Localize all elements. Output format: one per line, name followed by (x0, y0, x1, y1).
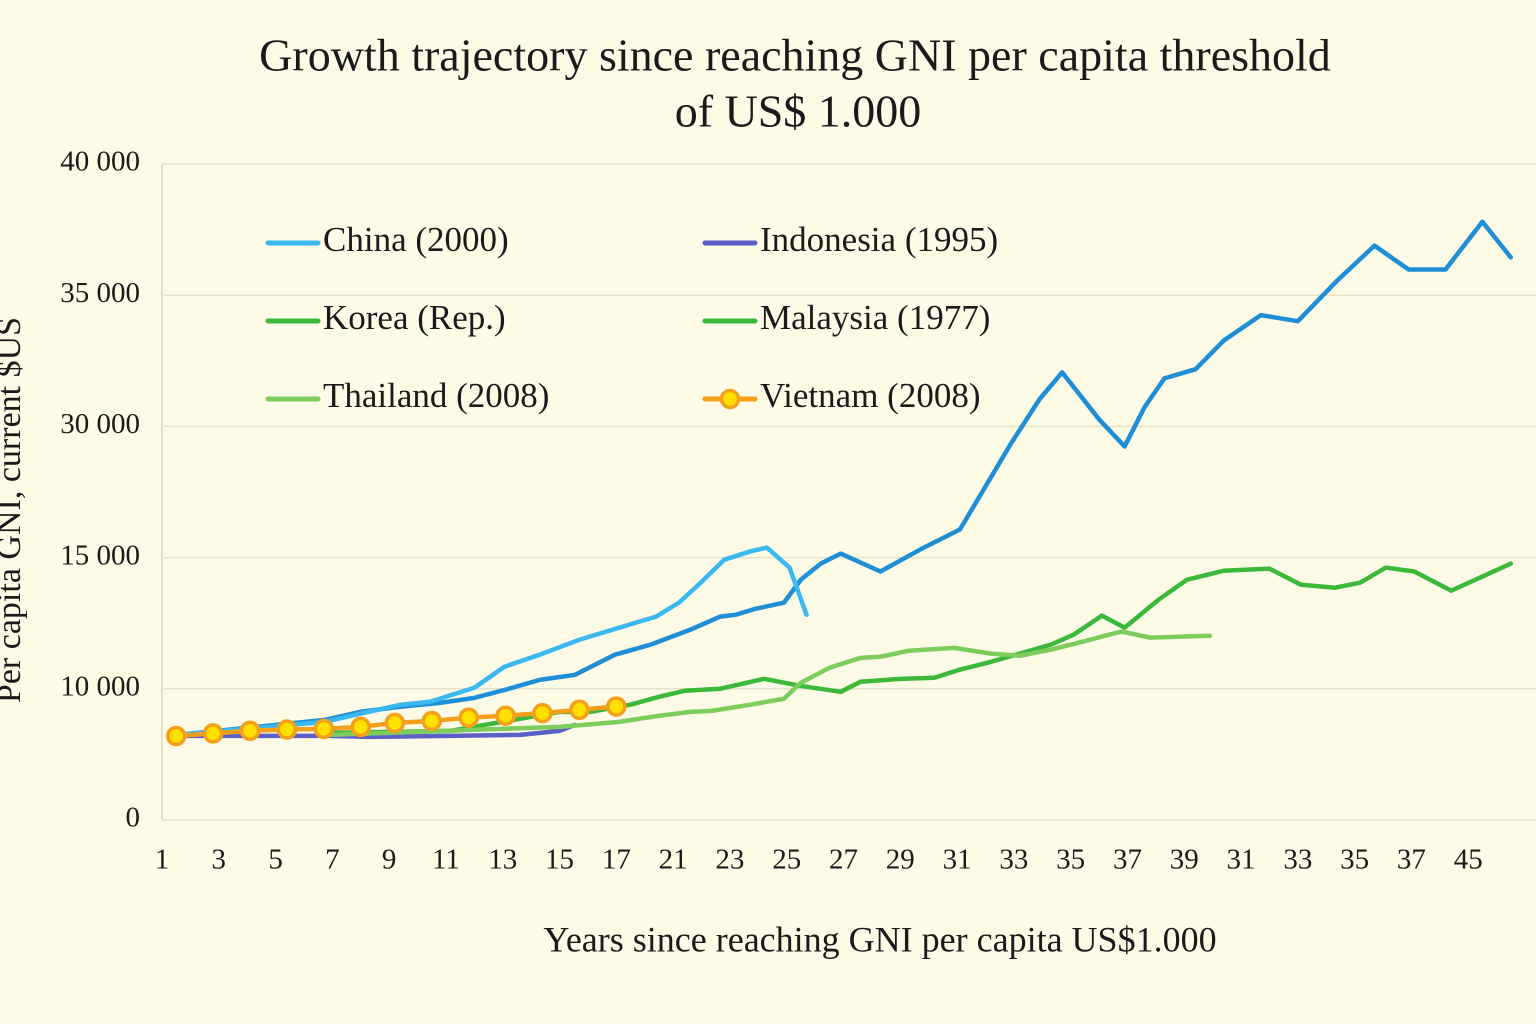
legend-label: Malaysia (1977) (760, 298, 990, 337)
point-marker (239, 720, 261, 742)
series-line (175, 219, 1514, 738)
x-tick-label: 13 (488, 844, 517, 876)
series-line (327, 561, 1514, 736)
x-tick-label: 25 (772, 844, 801, 876)
point-marker (569, 699, 590, 721)
y-tick-label: 30 000 (60, 408, 140, 440)
x-tick-label: 37 (1113, 844, 1142, 876)
x-tick-label: 33 (1283, 844, 1312, 876)
x-tick-label: 35 (1340, 844, 1369, 876)
y-tick-label: 0 (126, 802, 141, 834)
x-tick-label: 3 (212, 844, 227, 876)
x-tick-label: 1 (155, 844, 170, 876)
x-tick-label: 7 (325, 844, 340, 876)
x-tick-label: 37 (1397, 844, 1426, 876)
chart-title: Growth trajectory since reaching GNI per… (259, 30, 1331, 81)
x-tick-label: 29 (886, 844, 915, 876)
x-tick-label: 23 (715, 844, 744, 876)
x-tick-label: 31 (943, 844, 972, 876)
x-tick-label: 27 (829, 844, 858, 876)
x-tick-label: 11 (432, 844, 460, 876)
point-marker (384, 712, 406, 734)
legend-label: Korea (Rep.) (323, 298, 506, 337)
y-tick-label: 10 000 (60, 670, 140, 702)
point-marker (276, 719, 298, 740)
legend-label: Vietnam (2008) (760, 376, 980, 415)
point-marker (421, 710, 443, 732)
series-line (327, 629, 1213, 738)
point-marker (202, 723, 224, 744)
chart-title: of US$ 1.000 (675, 86, 922, 137)
point-marker (532, 702, 553, 724)
point-marker (606, 696, 627, 717)
x-tick-label: 31 (1227, 844, 1256, 876)
point-marker (313, 718, 335, 740)
point-marker (165, 725, 187, 747)
legend-label: Indonesia (1995) (760, 220, 998, 259)
point-marker (458, 707, 479, 728)
x-tick-label: 15 (545, 844, 574, 876)
x-tick-label: 9 (382, 844, 397, 876)
y-tick-label: 15 000 (60, 539, 140, 571)
x-tick-label: 5 (268, 844, 283, 876)
x-tick-label: 45 (1454, 844, 1483, 876)
x-tick-label: 33 (999, 844, 1028, 876)
legend-label: China (2000) (323, 220, 509, 259)
y-axis-title: Per capita GNI, current $US (0, 317, 28, 703)
x-tick-label: 21 (659, 844, 688, 876)
legend-label: Thailand (2008) (323, 376, 549, 415)
y-tick-label: 35 000 (60, 277, 140, 309)
x-tick-label: 39 (1170, 844, 1199, 876)
point-marker (495, 705, 516, 726)
y-tick-label: 40 000 (60, 146, 140, 178)
x-tick-label: 17 (602, 844, 631, 876)
x-axis-title: Years since reaching GNI per capita US$1… (543, 919, 1216, 959)
x-tick-label: 35 (1056, 844, 1085, 876)
legend-marker (719, 388, 741, 410)
point-marker (350, 716, 372, 738)
series-line (175, 545, 809, 738)
